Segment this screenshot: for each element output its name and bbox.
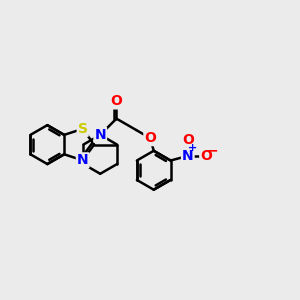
Text: N: N (77, 153, 88, 167)
Text: −: − (206, 143, 218, 157)
Text: N: N (182, 149, 194, 163)
Text: S: S (78, 122, 88, 136)
Text: O: O (200, 149, 212, 163)
Text: +: + (188, 143, 197, 153)
Text: N: N (94, 128, 106, 142)
Text: O: O (182, 133, 194, 147)
Text: O: O (110, 94, 122, 108)
Text: O: O (144, 131, 156, 145)
